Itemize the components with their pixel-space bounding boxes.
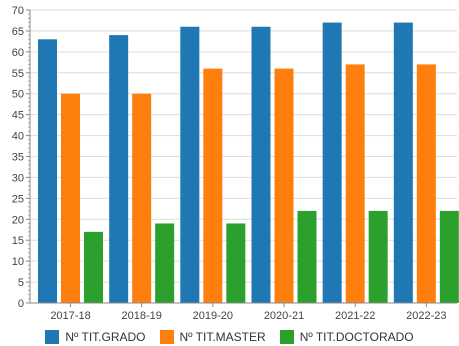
legend-label-master: Nº TIT.MASTER bbox=[179, 330, 266, 344]
legend-label-grado: Nº TIT.GRADO bbox=[65, 330, 146, 344]
y-tick-label: 15 bbox=[12, 235, 24, 247]
y-tick-label: 65 bbox=[12, 26, 24, 38]
y-tick-label: 50 bbox=[12, 89, 24, 101]
y-tick-label: 35 bbox=[12, 152, 24, 164]
y-axis: 0 5 10 15 20 25 30 35 40 45 50 55 60 65 70 bbox=[12, 5, 31, 310]
x-tick-label: 2022-23 bbox=[406, 310, 446, 322]
bar-n-tit-grado-2021-22[interactable] bbox=[322, 22, 342, 304]
y-tick-label: 30 bbox=[12, 172, 24, 184]
x-tick-label: 2018-19 bbox=[121, 310, 161, 322]
y-tick-label: 55 bbox=[12, 68, 24, 80]
y-tick-label: 40 bbox=[12, 131, 24, 143]
bar-n-tit-grado-2022-23[interactable] bbox=[393, 22, 413, 304]
x-axis: 2017-18 2018-19 2019-20 2020-21 2021-22 2022-… bbox=[30, 302, 457, 322]
bar-n-tit-master-2018-19[interactable] bbox=[132, 93, 152, 303]
bar-n-tit-doctorado-2019-20[interactable] bbox=[226, 223, 246, 303]
legend-swatch-master bbox=[159, 330, 174, 344]
bar-n-tit-master-2022-23[interactable] bbox=[416, 64, 436, 304]
legend-label-doctorado: Nº TIT.DOCTORADO bbox=[299, 330, 414, 344]
y-tick-label: 20 bbox=[12, 214, 24, 226]
legend-item-doctorado[interactable]: Nº TIT.DOCTORADO bbox=[279, 330, 414, 344]
bar-n-tit-master-2017-18[interactable] bbox=[61, 93, 80, 303]
bars bbox=[38, 22, 459, 304]
bar-n-tit-master-2020-21[interactable] bbox=[274, 68, 294, 303]
bar-n-tit-grado-2019-20[interactable] bbox=[180, 26, 200, 303]
x-tick-label: 2019-20 bbox=[193, 310, 233, 322]
x-tick-label: 2020-21 bbox=[264, 310, 304, 322]
bar-n-tit-master-2021-22[interactable] bbox=[345, 64, 365, 304]
bar-n-tit-doctorado-2022-23[interactable] bbox=[439, 210, 459, 303]
grid-lines bbox=[30, 9, 457, 304]
y-tick-label: 45 bbox=[12, 110, 24, 122]
y-tick-label: 70 bbox=[12, 5, 24, 17]
bar-n-tit-master-2019-20[interactable] bbox=[203, 68, 223, 303]
bar-n-tit-doctorado-2021-22[interactable] bbox=[368, 210, 388, 303]
bar-n-tit-grado-2020-21[interactable] bbox=[251, 26, 271, 303]
x-tick-label: 2017-18 bbox=[50, 310, 90, 322]
y-tick-label: 0 bbox=[18, 298, 24, 310]
bar-n-tit-doctorado-2020-21[interactable] bbox=[297, 210, 317, 303]
y-tick-label: 5 bbox=[18, 277, 24, 289]
bar-n-tit-grado-2018-19[interactable] bbox=[109, 35, 129, 303]
bar-n-tit-doctorado-2018-19[interactable] bbox=[155, 223, 175, 303]
y-tick-label: 60 bbox=[12, 47, 24, 59]
legend-swatch-grado bbox=[45, 330, 60, 344]
legend-item-grado[interactable]: Nº TIT.GRADO bbox=[45, 330, 146, 344]
bar-n-tit-grado-2017-18[interactable] bbox=[38, 39, 57, 304]
y-tick-label: 25 bbox=[12, 193, 24, 205]
legend-item-master[interactable]: Nº TIT.MASTER bbox=[159, 330, 266, 344]
y-tick-label: 10 bbox=[12, 256, 24, 268]
legend: Nº TIT.GRADO Nº TIT.MASTER Nº TIT.DOCTOR… bbox=[0, 328, 459, 346]
x-tick-label: 2021-22 bbox=[335, 310, 375, 322]
legend-swatch-doctorado bbox=[279, 330, 294, 344]
bar-n-tit-doctorado-2017-18[interactable] bbox=[84, 231, 103, 303]
